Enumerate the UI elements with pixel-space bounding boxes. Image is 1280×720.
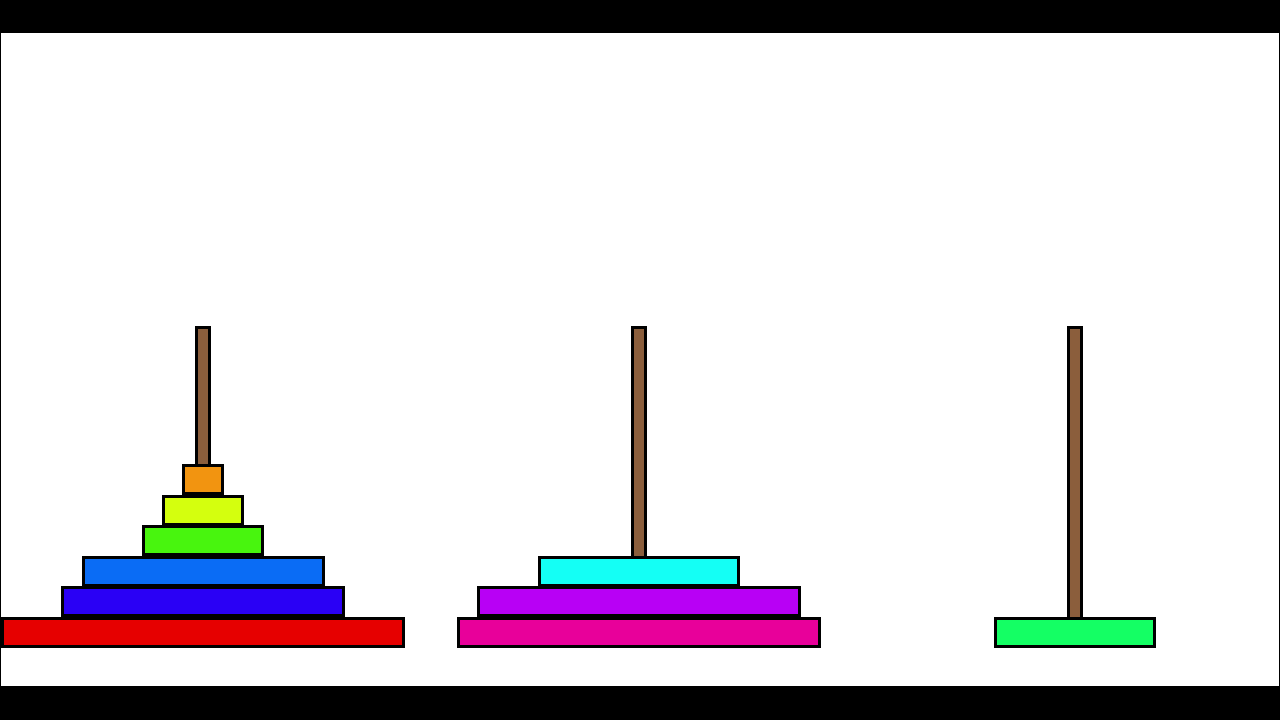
disk-size-6[interactable] <box>81 555 325 587</box>
disk-size-10[interactable] <box>1 616 405 648</box>
disk-size-5[interactable] <box>537 555 741 587</box>
peg-left[interactable] <box>195 326 211 466</box>
disk-size-7[interactable] <box>61 586 345 617</box>
peg-right[interactable] <box>1067 326 1083 619</box>
game-board <box>1 33 1279 686</box>
peg-middle[interactable] <box>631 326 647 558</box>
disk-size-1[interactable] <box>182 464 224 495</box>
disk-size-3[interactable] <box>141 525 265 556</box>
disk-size-4[interactable] <box>993 616 1157 648</box>
disk-size-2[interactable] <box>161 494 245 526</box>
disk-size-8[interactable] <box>477 586 801 617</box>
disk-size-9[interactable] <box>457 616 821 648</box>
